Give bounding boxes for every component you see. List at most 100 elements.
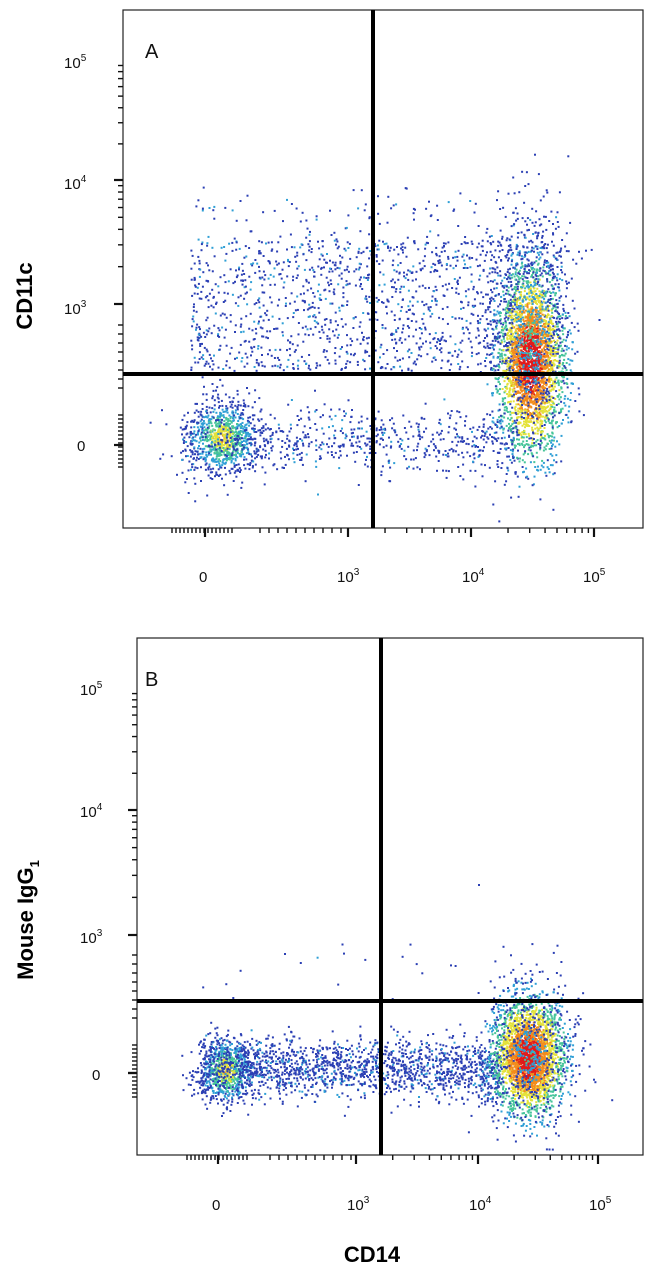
event-dot — [200, 436, 203, 439]
event-dot — [245, 440, 248, 443]
event-dot — [227, 445, 230, 448]
event-dot — [276, 356, 279, 359]
event-dot — [534, 348, 537, 351]
event-dot — [537, 330, 540, 333]
event-dot — [330, 234, 333, 236]
event-dot — [503, 317, 506, 320]
event-dot — [288, 347, 291, 350]
event-dot — [242, 330, 245, 333]
event-dot — [467, 328, 469, 331]
event-dot — [231, 450, 234, 453]
event-dot — [421, 318, 424, 321]
event-dot — [366, 465, 369, 468]
event-dot — [245, 219, 248, 222]
event-dot — [217, 327, 220, 330]
event-dot — [271, 315, 274, 318]
event-dot — [234, 457, 237, 460]
event-dot — [286, 434, 289, 437]
event-dot — [222, 428, 225, 431]
event-dot — [557, 336, 559, 338]
event-dot — [326, 443, 328, 446]
event-dot — [271, 445, 274, 448]
event-dot — [550, 388, 553, 391]
event-dot — [313, 319, 316, 322]
event-dot — [428, 200, 430, 203]
event-dot — [284, 297, 287, 299]
event-dot — [522, 436, 525, 439]
event-dot — [260, 346, 263, 349]
event-dot — [564, 395, 567, 398]
event-dot — [494, 480, 497, 483]
event-dot — [526, 424, 529, 427]
event-dot — [532, 328, 535, 331]
event-dot — [225, 416, 228, 419]
event-dot — [526, 217, 529, 220]
event-dot — [393, 366, 396, 369]
event-dot — [506, 338, 509, 341]
event-dot — [350, 353, 352, 356]
event-dot — [550, 404, 553, 407]
event-dot — [560, 422, 563, 425]
event-dot — [295, 207, 298, 210]
event-dot — [516, 390, 519, 393]
event-dot — [400, 443, 403, 445]
event-dot — [197, 238, 200, 241]
event-dot — [440, 347, 443, 350]
event-dot — [307, 445, 310, 448]
event-dot — [433, 337, 436, 340]
event-dot — [217, 285, 220, 288]
event-dot — [202, 442, 204, 445]
event-dot — [470, 312, 473, 315]
event-dot — [360, 420, 363, 423]
event-dot — [438, 451, 441, 454]
event-dot — [441, 246, 444, 249]
event-dot — [205, 393, 208, 396]
event-dot — [530, 327, 532, 330]
event-dot — [546, 309, 549, 312]
event-dot — [248, 275, 251, 278]
event-dot — [560, 460, 563, 463]
event-dot — [221, 464, 224, 467]
event-dot — [381, 366, 384, 369]
event-dot — [516, 253, 519, 256]
event-dot — [380, 428, 383, 431]
event-dot — [417, 248, 420, 251]
event-dot — [415, 270, 418, 273]
event-dot — [501, 388, 504, 390]
event-dot — [208, 425, 211, 428]
event-dot — [517, 342, 520, 345]
event-dot — [211, 397, 214, 400]
event-dot — [507, 369, 510, 372]
event-dot — [202, 358, 205, 360]
event-dot — [279, 363, 282, 366]
event-dot — [258, 306, 261, 309]
event-dot — [206, 242, 209, 245]
event-dot — [510, 438, 512, 441]
event-dot — [277, 438, 280, 441]
event-dot — [464, 424, 466, 427]
event-dot — [185, 424, 188, 427]
event-dot — [504, 358, 507, 361]
event-dot — [322, 350, 325, 353]
event-dot — [220, 446, 223, 449]
event-dot — [513, 275, 516, 278]
event-dot — [242, 427, 245, 430]
event-dot — [244, 352, 247, 355]
event-dot — [308, 442, 311, 445]
event-dot — [204, 296, 207, 299]
event-dot — [552, 369, 554, 372]
event-dot — [240, 279, 243, 282]
event-dot — [489, 267, 492, 270]
event-dot — [537, 396, 540, 399]
event-dot — [503, 406, 506, 409]
event-dot — [539, 468, 542, 471]
event-dot — [181, 458, 184, 461]
event-dot — [386, 312, 388, 315]
event-dot — [233, 237, 236, 240]
event-dot — [428, 333, 431, 336]
event-dot — [405, 273, 408, 276]
event-dot — [262, 426, 265, 429]
event-dot — [452, 450, 455, 453]
event-dot — [499, 422, 502, 425]
event-dot — [310, 287, 313, 290]
